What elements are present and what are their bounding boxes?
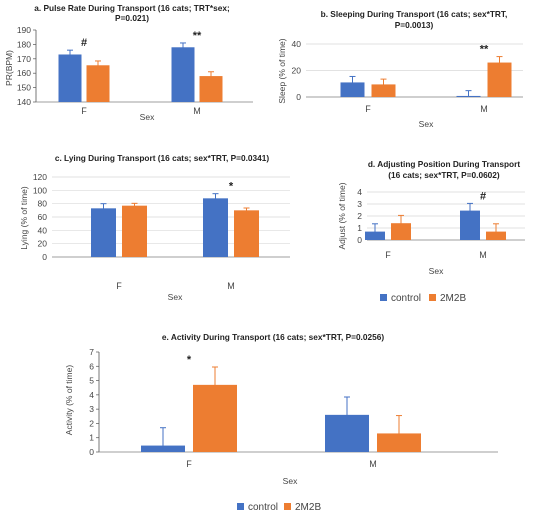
x-category-label: M	[227, 281, 235, 291]
bar-control-f	[91, 208, 116, 257]
x-category-label: M	[480, 104, 488, 114]
y-tick-label: 100	[33, 185, 47, 195]
legend-swatch-2m2b	[429, 294, 436, 301]
x-category-label: M	[479, 250, 487, 260]
legend-label-2m2b: 2M2B	[295, 502, 321, 513]
chart-a-pulse-rate: a. Pulse Rate During Transport (16 cats;…	[4, 3, 253, 122]
chart-d-adjusting: d. Adjusting Position During Transport(1…	[337, 159, 525, 276]
chart-c-lying: c. Lying During Transport (16 cats; sex*…	[19, 153, 290, 302]
significance-marker: *	[187, 354, 192, 366]
y-tick-label: 2	[357, 211, 362, 221]
y-axis-title: Activity (% of time)	[64, 365, 74, 436]
x-category-label: F	[186, 459, 192, 469]
chart-title: b. Sleeping During Transport (16 cats; s…	[321, 9, 508, 19]
y-tick-label: 0	[296, 92, 301, 102]
chart-title: (16 cats; sex*TRT, P=0.0602)	[388, 170, 500, 180]
y-tick-label: 160	[17, 68, 31, 78]
bar-control-m	[460, 210, 480, 240]
y-axis-title: Lying (% of time)	[19, 186, 29, 250]
y-tick-label: 3	[89, 404, 94, 414]
bar-control-m	[171, 47, 195, 102]
y-tick-label: 1	[357, 223, 362, 233]
bar-control-f	[340, 82, 365, 97]
x-axis-title: Sex	[419, 119, 434, 129]
legend-label-control: control	[248, 502, 278, 513]
y-tick-label: 120	[33, 172, 47, 182]
y-tick-label: 0	[89, 447, 94, 457]
chart-title: P=0.021)	[115, 13, 149, 23]
x-category-label: M	[193, 106, 201, 116]
chart-title: a. Pulse Rate During Transport (16 cats;…	[34, 3, 230, 13]
y-tick-label: 0	[357, 235, 362, 245]
y-tick-label: 6	[89, 361, 94, 371]
chart-title: e. Activity During Transport (16 cats; s…	[162, 332, 384, 342]
y-tick-label: 5	[89, 376, 94, 386]
chart-title: c. Lying During Transport (16 cats; sex*…	[55, 153, 270, 163]
chart-b-sleeping: b. Sleeping During Transport (16 cats; s…	[277, 9, 523, 129]
x-category-label: M	[369, 459, 377, 469]
x-category-label: F	[385, 250, 391, 260]
y-tick-label: 80	[38, 199, 48, 209]
bar-2m2b-f	[391, 223, 411, 240]
bar-control-f	[58, 54, 82, 102]
x-axis-title: Sex	[429, 266, 444, 276]
significance-marker: *	[229, 181, 234, 193]
y-tick-label: 20	[38, 239, 48, 249]
y-tick-label: 2	[89, 418, 94, 428]
significance-marker: #	[81, 37, 87, 49]
y-axis-title: PR(BPM)	[4, 50, 14, 86]
legend-label-control: control	[391, 293, 421, 304]
chart-title: P=0.0013)	[395, 20, 434, 30]
chart-e-activity: e. Activity During Transport (16 cats; s…	[64, 332, 498, 486]
y-tick-label: 170	[17, 54, 31, 64]
legend-swatch-control	[237, 503, 244, 510]
x-axis-title: Sex	[283, 476, 298, 486]
chart-title: d. Adjusting Position During Transport	[368, 159, 520, 169]
y-tick-label: 60	[38, 212, 48, 222]
x-axis-title: Sex	[168, 292, 183, 302]
y-axis-title: Adjust (% of time)	[337, 182, 347, 249]
significance-marker: **	[480, 44, 489, 56]
legend-bottom: control 2M2B	[237, 502, 321, 513]
y-tick-label: 180	[17, 39, 31, 49]
y-tick-label: 190	[17, 25, 31, 35]
y-tick-label: 40	[38, 225, 48, 235]
y-tick-label: 3	[357, 199, 362, 209]
y-tick-label: 0	[42, 252, 47, 262]
x-category-label: F	[116, 281, 122, 291]
legend-swatch-2m2b	[284, 503, 291, 510]
x-axis-title: Sex	[140, 112, 155, 122]
y-axis-title: Sleep (% of time)	[277, 38, 287, 103]
y-tick-label: 4	[357, 187, 362, 197]
y-tick-label: 40	[292, 39, 302, 49]
x-category-label: F	[365, 104, 371, 114]
legend-label-2m2b: 2M2B	[440, 293, 466, 304]
bar-2m2b-f	[86, 65, 110, 102]
y-tick-label: 1	[89, 433, 94, 443]
y-tick-label: 20	[292, 66, 302, 76]
bar-2m2b-f	[371, 84, 396, 97]
y-tick-label: 150	[17, 83, 31, 93]
legend-swatch-control	[380, 294, 387, 301]
significance-marker: **	[193, 30, 202, 42]
bar-2m2b-m	[234, 210, 259, 257]
significance-marker: #	[480, 190, 486, 202]
bar-2m2b-f	[122, 205, 147, 257]
legend-top: control 2M2B	[380, 293, 466, 304]
y-tick-label: 4	[89, 390, 94, 400]
x-category-label: F	[81, 106, 87, 116]
y-tick-label: 7	[89, 347, 94, 357]
y-tick-label: 140	[17, 97, 31, 107]
bar-control-m	[203, 198, 228, 257]
bar-2m2b-m	[199, 76, 223, 102]
